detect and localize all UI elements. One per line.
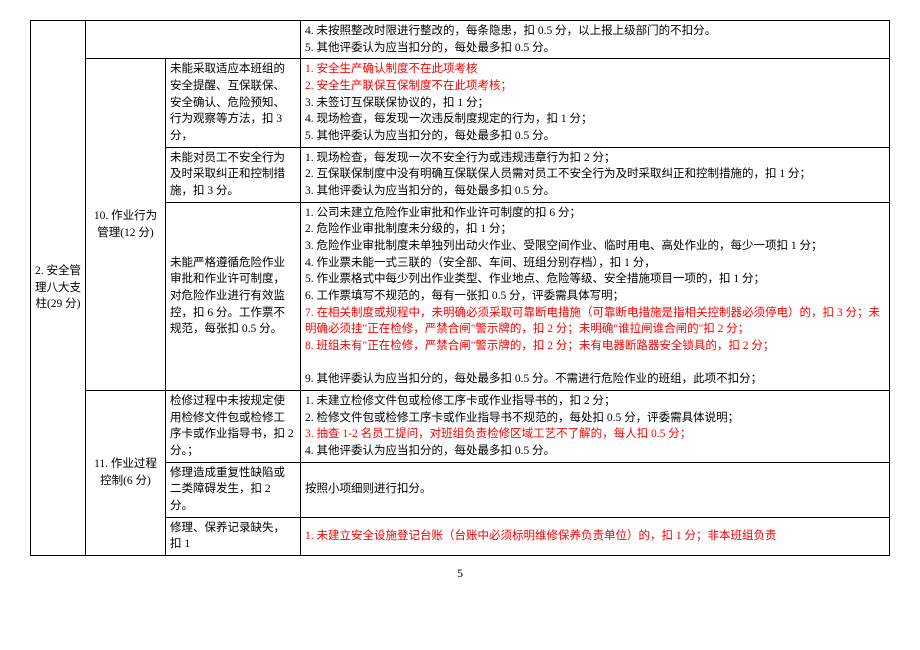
sub-category: 10. 作业行为管理(12 分)	[86, 59, 166, 391]
criteria-desc: 检修过程中未按规定使用检修文件包或检修工序卡或作业指导书，扣 2 分。；	[166, 391, 301, 463]
criteria-desc: 修理、保养记录缺失，扣 1	[166, 517, 301, 555]
criteria-details: 1. 未建立检修文件包或检修工序卡或作业指导书的，扣 2 分；2. 检修文件包或…	[301, 391, 890, 463]
criteria-details: 1. 现场检查，每发现一次不安全行为或违规违章行为扣 2 分；2. 互保联保制度…	[301, 147, 890, 202]
criteria-desc: 修理造成重复性缺陷或二类障碍发生，扣 2 分。	[166, 462, 301, 517]
sub-category: 11. 作业过程控制(6 分)	[86, 391, 166, 556]
criteria-desc: 未能对员工不安全行为及时采取纠正和控制措施，扣 3 分。	[166, 147, 301, 202]
criteria-details: 1. 安全生产确认制度不在此项考核2. 安全生产联保互保制度不在此项考核；3. …	[301, 59, 890, 147]
criteria-desc: 未能采取适应本班组的安全提醒、互保联保、安全确认、危险预知、行为观察等方法，扣 …	[166, 59, 301, 147]
page-number: 5	[30, 566, 890, 581]
assessment-table: 2. 安全管理八大支柱(29 分) 4. 未按照整改时限进行整改的，每条隐患，扣…	[30, 20, 890, 556]
criteria-details: 1. 未建立安全设施登记台账（台账中必须标明维修保养负责单位）的，扣 1 分；非…	[301, 517, 890, 555]
criteria-details: 按照小项细则进行扣分。	[301, 462, 890, 517]
merged-carryover	[86, 21, 301, 59]
criteria-details: 4. 未按照整改时限进行整改的，每条隐患，扣 0.5 分，以上报上级部门的不扣分…	[301, 21, 890, 59]
criteria-details: 1. 公司未建立危险作业审批和作业许可制度的扣 6 分；2. 危险作业审批制度未…	[301, 202, 890, 390]
pillar-category: 2. 安全管理八大支柱(29 分)	[31, 21, 86, 556]
criteria-desc: 未能严格遵循危险作业审批和作业许可制度，对危险作业进行有效监控，扣 6 分。工作…	[166, 202, 301, 390]
